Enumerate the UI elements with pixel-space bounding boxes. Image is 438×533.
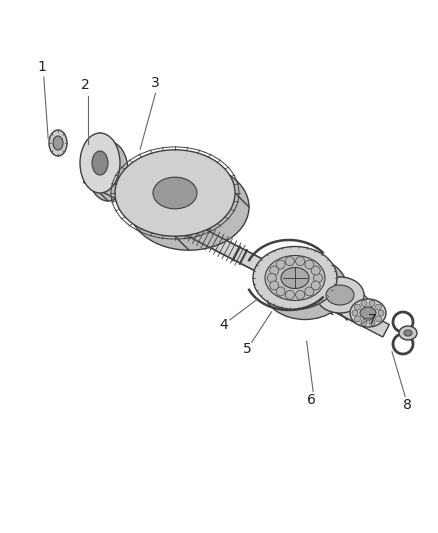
Text: 5: 5 <box>243 342 252 356</box>
Ellipse shape <box>399 326 417 340</box>
Circle shape <box>369 301 375 306</box>
Circle shape <box>361 301 367 306</box>
Circle shape <box>361 319 367 326</box>
Ellipse shape <box>360 307 376 319</box>
Text: 7: 7 <box>368 313 377 327</box>
Ellipse shape <box>326 285 354 305</box>
Circle shape <box>375 304 381 310</box>
Ellipse shape <box>350 299 386 327</box>
Ellipse shape <box>263 256 347 319</box>
Ellipse shape <box>129 164 249 250</box>
Ellipse shape <box>115 150 235 236</box>
Ellipse shape <box>281 268 309 288</box>
Text: 4: 4 <box>219 318 228 332</box>
Circle shape <box>296 257 304 265</box>
Ellipse shape <box>49 130 67 156</box>
Circle shape <box>305 287 314 296</box>
Ellipse shape <box>92 151 108 175</box>
Circle shape <box>270 266 279 275</box>
Circle shape <box>354 316 360 322</box>
Text: 8: 8 <box>403 398 412 412</box>
Ellipse shape <box>153 177 197 209</box>
Ellipse shape <box>265 255 325 301</box>
Circle shape <box>352 310 358 316</box>
Polygon shape <box>84 170 361 322</box>
Circle shape <box>354 304 360 310</box>
Circle shape <box>270 281 279 290</box>
Text: 1: 1 <box>37 60 46 74</box>
Circle shape <box>311 281 320 290</box>
Polygon shape <box>279 271 342 314</box>
Text: 2: 2 <box>81 78 90 92</box>
Circle shape <box>305 260 314 269</box>
Ellipse shape <box>316 277 364 313</box>
Circle shape <box>314 273 322 282</box>
Ellipse shape <box>404 330 412 336</box>
Ellipse shape <box>80 133 120 193</box>
Circle shape <box>311 266 320 275</box>
Ellipse shape <box>53 136 63 150</box>
Circle shape <box>268 273 276 282</box>
Ellipse shape <box>88 141 128 201</box>
Circle shape <box>276 287 285 296</box>
Circle shape <box>286 257 294 265</box>
Circle shape <box>276 260 285 269</box>
Text: 6: 6 <box>307 393 315 407</box>
Circle shape <box>369 319 375 326</box>
Ellipse shape <box>253 246 337 310</box>
Text: 3: 3 <box>151 76 160 90</box>
Polygon shape <box>355 310 389 337</box>
Circle shape <box>375 316 381 322</box>
Circle shape <box>296 290 304 300</box>
Circle shape <box>286 290 294 300</box>
Circle shape <box>378 310 384 316</box>
